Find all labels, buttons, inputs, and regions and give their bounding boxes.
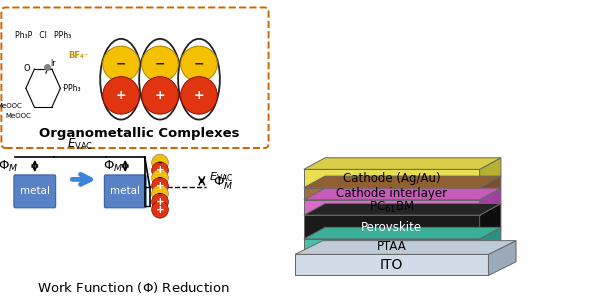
Text: BF₄⁻: BF₄⁻ xyxy=(68,51,88,60)
Text: $\Phi_M$: $\Phi_M$ xyxy=(0,159,19,174)
Text: Cathode (Ag/Au): Cathode (Ag/Au) xyxy=(343,172,440,185)
Text: Perovskite: Perovskite xyxy=(361,221,422,234)
Polygon shape xyxy=(304,227,501,239)
Polygon shape xyxy=(304,204,501,215)
Polygon shape xyxy=(488,241,516,275)
FancyBboxPatch shape xyxy=(105,175,146,208)
Ellipse shape xyxy=(152,177,168,195)
Text: Work Function ($\Phi$) Reduction: Work Function ($\Phi$) Reduction xyxy=(38,280,230,295)
Text: +: + xyxy=(116,89,126,102)
Text: ·PPh₃: ·PPh₃ xyxy=(61,84,81,93)
Ellipse shape xyxy=(178,39,220,120)
Text: +: + xyxy=(155,205,165,215)
Text: PC$_{61}$BM: PC$_{61}$BM xyxy=(369,200,414,215)
Text: $\Phi_M$: $\Phi_M$ xyxy=(103,159,123,174)
Polygon shape xyxy=(295,241,516,254)
Text: -: - xyxy=(158,173,162,183)
Polygon shape xyxy=(480,158,501,188)
Polygon shape xyxy=(304,239,480,254)
FancyBboxPatch shape xyxy=(1,7,269,148)
Ellipse shape xyxy=(142,77,178,114)
Polygon shape xyxy=(304,188,501,200)
Ellipse shape xyxy=(152,185,168,202)
Text: $E_{\mathrm{VAC}}$: $E_{\mathrm{VAC}}$ xyxy=(209,170,234,184)
Text: +: + xyxy=(155,181,165,191)
Text: ITO: ITO xyxy=(380,258,404,272)
Text: -: - xyxy=(158,158,162,168)
Text: -: - xyxy=(158,189,162,199)
Text: metal: metal xyxy=(110,186,140,196)
FancyBboxPatch shape xyxy=(14,175,56,208)
Text: +: + xyxy=(155,197,165,207)
Polygon shape xyxy=(480,227,501,254)
Text: +: + xyxy=(155,89,165,102)
Polygon shape xyxy=(480,188,501,215)
Ellipse shape xyxy=(152,154,168,171)
Text: MeOOC: MeOOC xyxy=(0,103,22,109)
Polygon shape xyxy=(304,200,480,215)
Polygon shape xyxy=(295,254,488,275)
Text: −: − xyxy=(194,57,204,70)
Polygon shape xyxy=(480,204,501,239)
Ellipse shape xyxy=(139,39,181,120)
Ellipse shape xyxy=(103,46,139,82)
Ellipse shape xyxy=(142,46,178,82)
Ellipse shape xyxy=(152,169,168,187)
Polygon shape xyxy=(304,169,480,188)
Text: metal: metal xyxy=(20,186,50,196)
Ellipse shape xyxy=(152,193,168,210)
Polygon shape xyxy=(304,158,501,169)
Text: +: + xyxy=(194,89,204,102)
Ellipse shape xyxy=(152,201,168,218)
Text: O: O xyxy=(23,64,30,73)
Text: MeOOC: MeOOC xyxy=(5,113,31,119)
Ellipse shape xyxy=(100,39,142,120)
Polygon shape xyxy=(304,188,480,200)
Text: +: + xyxy=(155,165,165,176)
Ellipse shape xyxy=(152,162,168,179)
Text: Ir: Ir xyxy=(50,59,56,68)
Text: Ph₃P   Cl   PPh₃: Ph₃P Cl PPh₃ xyxy=(15,31,71,40)
Ellipse shape xyxy=(181,77,217,114)
Text: PTAA: PTAA xyxy=(377,240,407,253)
Ellipse shape xyxy=(103,77,139,114)
Polygon shape xyxy=(480,176,501,200)
Text: Organometallic Complexes: Organometallic Complexes xyxy=(39,126,240,140)
Text: −: − xyxy=(116,57,126,70)
Polygon shape xyxy=(304,176,501,188)
Text: −: − xyxy=(155,57,165,70)
Text: $E_{\mathrm{VAC}}$: $E_{\mathrm{VAC}}$ xyxy=(67,136,93,152)
Ellipse shape xyxy=(181,46,217,82)
Text: Cathode interlayer: Cathode interlayer xyxy=(336,187,447,200)
Text: $\Phi_M'$: $\Phi_M'$ xyxy=(213,173,233,191)
Polygon shape xyxy=(304,215,480,239)
